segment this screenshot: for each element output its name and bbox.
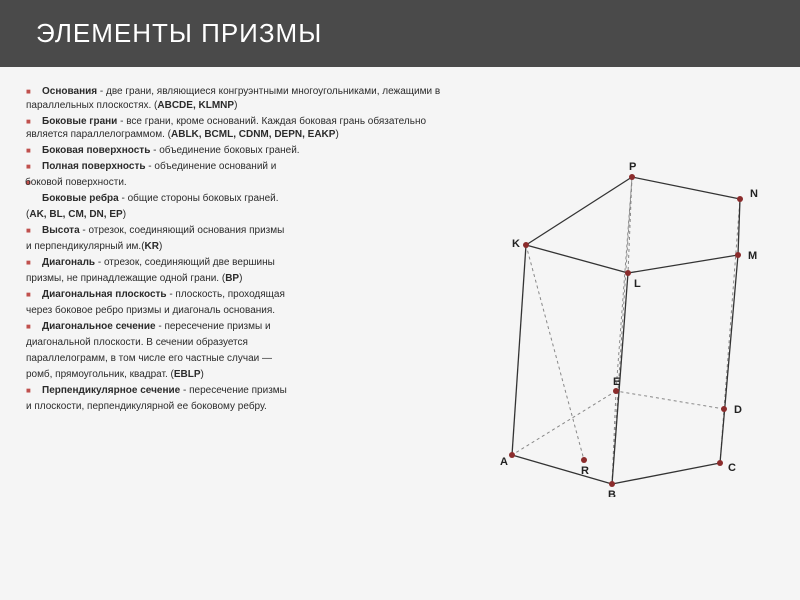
svg-text:K: K <box>512 238 520 250</box>
definitions-list: Основания - две грани, являющиеся конгру… <box>26 85 445 174</box>
edges-codes: (AK, BL, CM, DN, EP) <box>26 208 445 222</box>
svg-text:C: C <box>728 462 736 474</box>
vysota-line2: и перпендикулярный им.(KR) <box>26 240 445 254</box>
def-vysota: Высота - отрезок, соединяющий основания … <box>26 224 445 238</box>
svg-text:M: M <box>748 250 757 262</box>
svg-text:D: D <box>734 404 742 416</box>
content: Основания - две грани, являющиеся конгру… <box>0 67 800 424</box>
prism-svg: A B C D E R K L M N P <box>472 137 782 497</box>
svg-text:A: A <box>500 456 508 468</box>
line-bokovoy-poverkhnosti: боковой поверхности. <box>26 176 445 190</box>
svg-text:L: L <box>634 278 641 290</box>
svg-text:R: R <box>581 465 589 477</box>
dp-line2: через боковое ребро призмы и диагональ о… <box>26 304 445 318</box>
svg-text:N: N <box>750 188 758 200</box>
ps-line2: и плоскости, перпендикулярной ее боковом… <box>26 400 445 414</box>
slide: ЭЛЕМЕНТЫ ПРИЗМЫ Основания - две грани, я… <box>0 0 800 600</box>
title-bar: ЭЛЕМЕНТЫ ПРИЗМЫ <box>0 0 800 67</box>
def-polnaya-poverkhnost: Полная поверхность - объединение основан… <box>26 160 445 174</box>
ds-line3: параллелограмм, в том числе его частные … <box>26 352 445 366</box>
def-diagonal: Диагональ - отрезок, соединяющий две вер… <box>26 256 445 270</box>
svg-text:P: P <box>629 161 636 173</box>
def-osnovaniya: Основания - две грани, являющиеся конгру… <box>26 85 445 112</box>
ds-line2: диагональной плоскости. В сечении образу… <box>26 336 445 350</box>
def-bokovye-grani: Боковые грани - все грани, кроме основан… <box>26 115 445 142</box>
def-diagonalnaya-ploskost: Диагональная плоскость - плоскость, прох… <box>26 288 445 302</box>
prism-diagram: A B C D E R K L M N P <box>472 137 782 497</box>
svg-text:B: B <box>608 489 616 497</box>
ds-line4: ромб, прямоугольник, квадрат. (EBLP) <box>26 368 445 382</box>
text-column: Основания - две грани, являющиеся конгру… <box>26 85 445 414</box>
def-perpendikulyarnoe-sechenie: Перпендикулярное сечение - пересечение п… <box>26 384 445 398</box>
svg-text:E: E <box>613 376 620 388</box>
def-diagonalnoe-sechenie: Диагональное сечение - пересечение призм… <box>26 320 445 334</box>
diagonal-line2: призмы, не принадлежащие одной грани. (B… <box>26 272 445 286</box>
def-bokovaya-poverkhnost: Боковая поверхность - объединение боковы… <box>26 144 445 158</box>
def-bokovye-rebra: Боковые ребра - общие стороны боковых гр… <box>42 192 445 206</box>
slide-title: ЭЛЕМЕНТЫ ПРИЗМЫ <box>36 18 322 48</box>
